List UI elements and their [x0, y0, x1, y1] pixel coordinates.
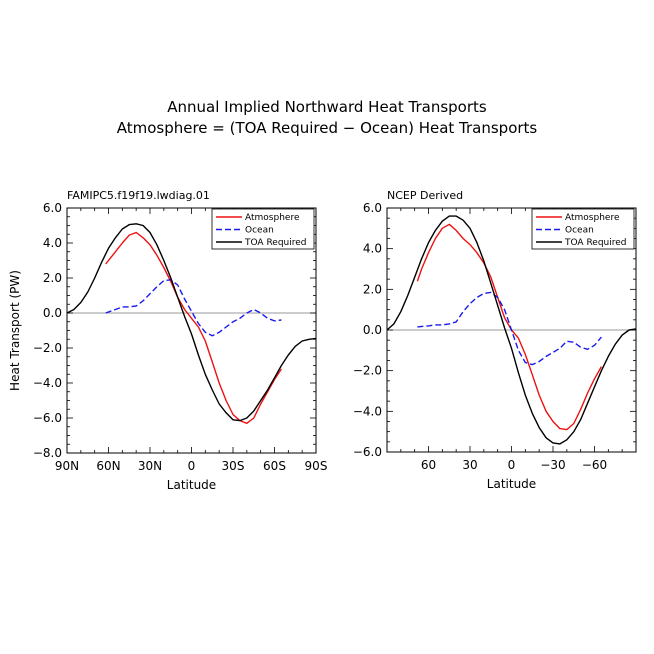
x-tick-label: 60: [421, 458, 436, 472]
y-tick-label: −6.0: [33, 411, 62, 425]
legend-label: Ocean: [245, 226, 274, 236]
x-axis-label: Latitude: [167, 478, 216, 492]
x-tick-label: −60: [582, 458, 607, 472]
y-axis-label: Heat Transport (PW): [8, 270, 22, 391]
x-axis-label: Latitude: [487, 477, 536, 491]
series-line-atmosphere: [105, 231, 282, 424]
series-line-toa-required: [386, 215, 637, 445]
plot-frame: [66, 207, 317, 454]
y-tick-label: 6.0: [363, 201, 382, 215]
series-line-ocean: [417, 291, 602, 366]
series-line-toa-required: [66, 223, 317, 422]
legend: Atmosphere Ocean TOA Required: [211, 208, 315, 250]
figure-subtitle: Atmosphere = (TOA Required − Ocean) Heat…: [117, 119, 538, 137]
x-tick-label: 30S: [222, 459, 245, 473]
legend: Atmosphere Ocean TOA Required: [531, 208, 635, 250]
y-tick-label: −4.0: [33, 376, 62, 390]
x-tick-label: 60S: [263, 459, 286, 473]
y-tick-label: 4.0: [363, 242, 382, 256]
x-tick-label: 0: [188, 459, 196, 473]
series-line-atmosphere: [416, 223, 603, 431]
plot-frame: [386, 207, 637, 453]
x-tick-label: 0: [508, 458, 516, 472]
y-tick-label: 2.0: [363, 282, 382, 296]
x-tick-label: 30N: [138, 459, 162, 473]
legend-label: TOA Required: [244, 238, 307, 248]
y-tick-label: −2.0: [33, 341, 62, 355]
legend-label: Atmosphere: [565, 213, 620, 223]
y-tick-label: 0.0: [363, 323, 382, 337]
y-tick-label: 0.0: [43, 306, 62, 320]
chart-title: NCEP Derived: [387, 189, 463, 202]
y-tick-label: −6.0: [353, 445, 382, 459]
y-tick-label: −2.0: [353, 364, 382, 378]
x-tick-label: 30: [462, 458, 477, 472]
y-tick-label: 6.0: [43, 201, 62, 215]
y-tick-label: 2.0: [43, 271, 62, 285]
x-tick-label: 60N: [96, 459, 120, 473]
x-tick-label: 90S: [305, 459, 328, 473]
figure-title: Annual Implied Northward Heat Transports: [167, 98, 487, 116]
chart-title: FAMIPC5.f19f19.lwdiag.01: [67, 189, 210, 202]
y-tick-label: −8.0: [33, 446, 62, 460]
y-tick-label: −4.0: [353, 404, 382, 418]
chart-2: NCEP Derived 6.0 4.0 2.0 0.0 −2.0 −4.0 −6.0 60 30…: [353, 189, 637, 491]
x-tick-label: −30: [540, 458, 565, 472]
x-tick-label: 90N: [55, 459, 79, 473]
chart-1: FAMIPC5.f19f19.lwdiag.01 6.0 4.0 2.0 0.0 −2.0…: [8, 189, 327, 492]
y-tick-label: 4.0: [43, 236, 62, 250]
legend-label: Atmosphere: [245, 213, 300, 223]
series-line-ocean: [105, 279, 282, 337]
legend-label: TOA Required: [564, 238, 627, 248]
legend-label: Ocean: [565, 226, 594, 236]
